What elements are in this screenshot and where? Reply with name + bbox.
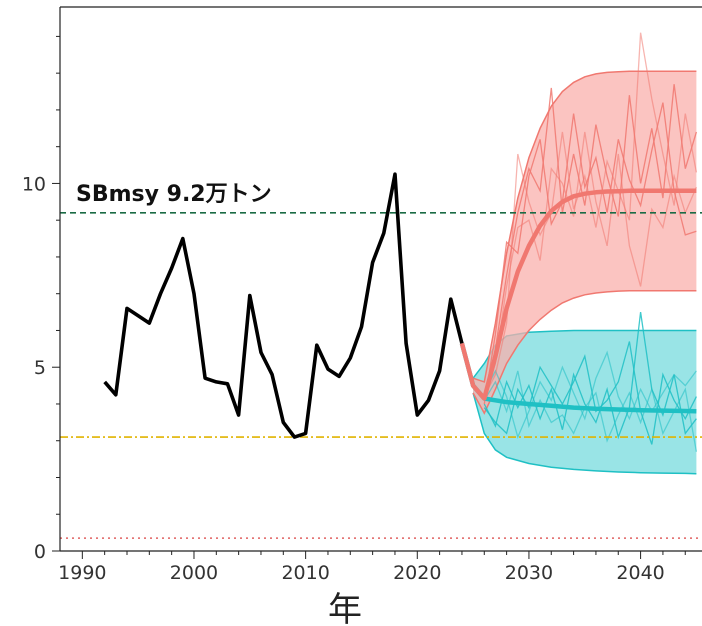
y-tick-label: 5 <box>34 357 46 379</box>
axes: 0 5 10 1990 2000 2010 2020 2030 2040 <box>22 6 702 584</box>
low-scenario-run-4 <box>483 370 698 452</box>
low-scenario-run-3 <box>483 341 697 445</box>
high-scenario-mean-line <box>459 188 697 401</box>
x-tick-label: 2030 <box>505 562 553 584</box>
x-axis-title: 年 <box>328 590 362 626</box>
x-tick-label: 2010 <box>281 562 329 584</box>
high-scenario-run-3 <box>483 102 697 405</box>
sbmsy-label: SBmsy 9.2万トン <box>76 182 272 207</box>
reference-lines <box>60 212 702 539</box>
y-tick-label: 10 <box>22 173 46 195</box>
x-tick-label: 2000 <box>170 562 218 584</box>
low-scenario-band-lower-edge <box>472 392 697 475</box>
low-scenario-run-2 <box>483 350 697 440</box>
high-scenario-run-4 <box>483 131 697 394</box>
y-tick-label: 0 <box>34 541 46 563</box>
series-lines <box>103 172 697 439</box>
simulation-runs <box>483 32 698 452</box>
high-scenario-run-2 <box>483 32 698 397</box>
observed-line <box>103 172 464 439</box>
high-scenario-band-lower-edge <box>472 290 697 415</box>
high-scenario-band-upper-edge <box>472 70 697 383</box>
high-scenario-band <box>473 71 697 414</box>
x-tick-label: 1990 <box>58 562 106 584</box>
x-tick-label: 2040 <box>616 562 664 584</box>
x-tick-label: 2020 <box>393 562 441 584</box>
